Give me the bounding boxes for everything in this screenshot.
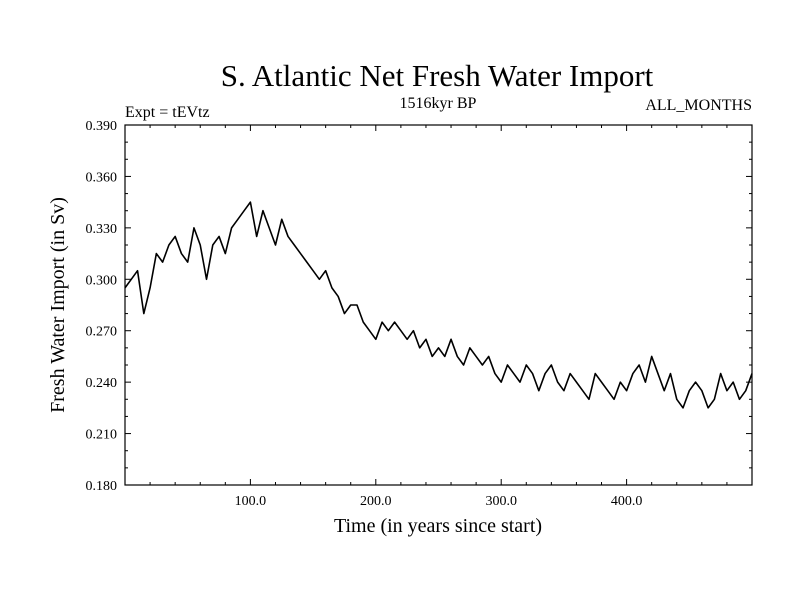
x-tick-label: 400.0 <box>611 494 643 509</box>
chart-subtitle-left: Expt = tEVtz <box>125 104 210 121</box>
y-axis-label: Fresh Water Import (in Sv) <box>47 197 69 413</box>
y-tick-label: 0.240 <box>86 376 118 391</box>
axes-group: 0.180 0.210 0.240 0.270 0.300 0.330 0.360 0.390… <box>86 119 752 509</box>
x-tick-label: 200.0 <box>360 494 392 509</box>
chart-subtitle-right: ALL_MONTHS <box>645 97 752 114</box>
plot-frame <box>124 124 753 486</box>
y-tick-label: 0.330 <box>86 222 118 237</box>
y-tick-label: 0.390 <box>86 119 118 134</box>
x-axis-label: Time (in years since start) <box>334 515 542 537</box>
y-tick-label: 0.180 <box>86 479 118 494</box>
y-tick-label: 0.210 <box>86 428 118 443</box>
y-tick-label: 0.300 <box>86 273 118 288</box>
chart-subtitle-center: 1516kyr BP <box>400 95 477 112</box>
y-tick-label: 0.270 <box>86 325 118 340</box>
x-tick-label: 300.0 <box>485 494 517 509</box>
x-tick-label: 100.0 <box>235 494 267 509</box>
y-tick-label: 0.360 <box>86 170 118 185</box>
series-group <box>124 201 753 409</box>
series-line <box>124 201 753 409</box>
chart-title: S. Atlantic Net Fresh Water Import <box>221 58 654 93</box>
